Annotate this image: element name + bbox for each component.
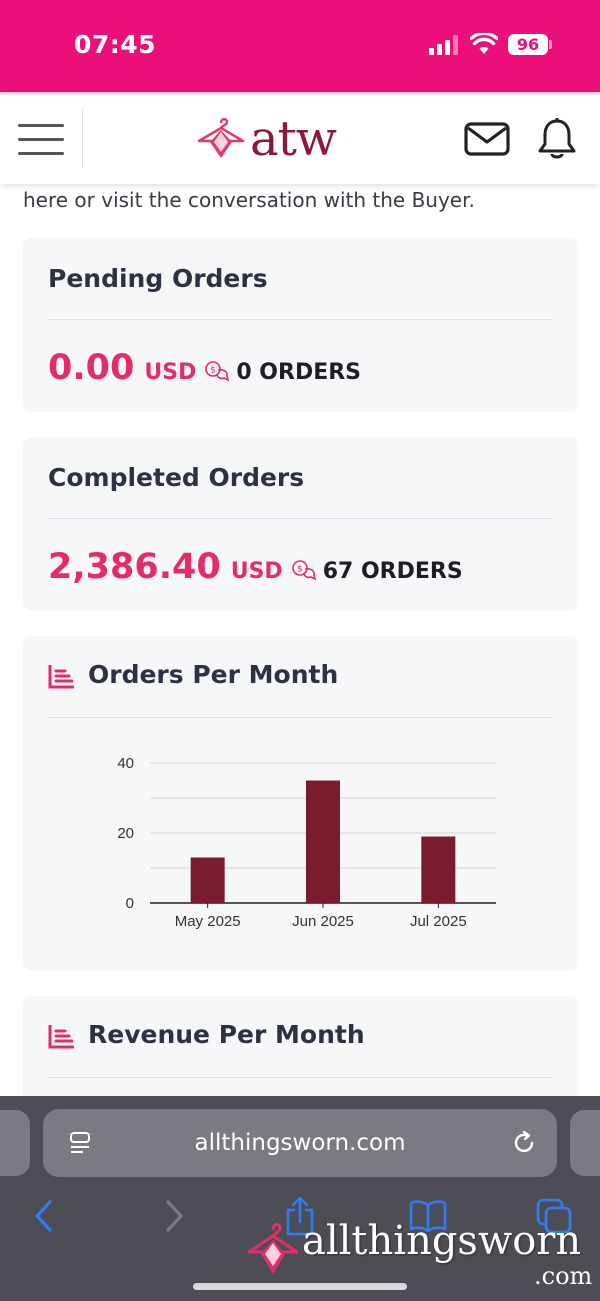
- orders-chart-title: Orders Per Month: [88, 660, 339, 689]
- pending-orders-stat: 0.00 USD $ 0 ORDERS: [48, 348, 361, 388]
- header-divider: [82, 109, 83, 167]
- site-logo[interactable]: atw: [196, 111, 337, 167]
- hanger-watermark-icon: [247, 1223, 299, 1274]
- pending-orders-title: Pending Orders: [48, 264, 268, 293]
- battery-nub: [549, 40, 552, 49]
- card-divider: [48, 518, 552, 519]
- logo-text: atw: [250, 111, 337, 167]
- watermark-text: allthingsworn: [302, 1218, 582, 1264]
- cellular-signal-icon: [429, 35, 461, 55]
- back-icon[interactable]: [32, 1199, 56, 1233]
- pending-currency: USD: [144, 360, 197, 385]
- completed-amount: 2,386.40: [48, 547, 221, 587]
- watermark: allthingsworn: [246, 1218, 581, 1288]
- home-indicator: [193, 1283, 407, 1290]
- menu-icon[interactable]: [18, 122, 64, 158]
- browser-toolbar: allthingsworn.com allthingsworn .com: [0, 1096, 600, 1301]
- bookmarks-icon[interactable]: [408, 1200, 448, 1232]
- chart-bar: [421, 836, 456, 903]
- mail-icon[interactable]: [464, 121, 510, 157]
- pending-orders-card: Pending Orders 0.00 USD $ 0 ORDERS: [23, 238, 578, 412]
- page-menu-icon[interactable]: [69, 1131, 91, 1157]
- revenue-chart-title: Revenue Per Month: [88, 1020, 365, 1049]
- chart-bar: [190, 857, 225, 903]
- y-tick-label: 0: [126, 895, 134, 912]
- completed-orders-stat: 2,386.40 USD $ 67 ORDERS: [48, 547, 463, 587]
- site-header: atw: [0, 92, 600, 184]
- status-time: 07:45: [74, 30, 157, 59]
- chat-money-icon: $: [291, 560, 316, 581]
- svg-text:$: $: [297, 565, 303, 575]
- intro-text: here or visit the conversation with the …: [23, 188, 475, 212]
- chat-money-icon: $: [205, 361, 230, 382]
- page-content: here or visit the conversation with the …: [0, 184, 600, 1096]
- pending-order-count: 0 ORDERS: [236, 360, 362, 385]
- bell-icon[interactable]: [536, 117, 578, 161]
- reload-icon[interactable]: [510, 1129, 538, 1157]
- x-tick-label: Jun 2025: [292, 913, 354, 930]
- wifi-icon: [470, 33, 498, 54]
- watermark-sub: .com: [534, 1262, 593, 1290]
- bar-chart-icon: [48, 665, 74, 689]
- card-divider: [48, 1077, 552, 1078]
- pending-amount: 0.00: [48, 348, 135, 388]
- battery-indicator: 96: [508, 34, 548, 55]
- status-bar: 07:45 96: [0, 0, 600, 92]
- address-bar[interactable]: allthingsworn.com: [43, 1109, 557, 1177]
- previous-tab-preview[interactable]: [0, 1110, 30, 1176]
- card-divider: [48, 717, 552, 718]
- orders-bar-chart: 0 20 40 May 2025 Jun 2025 Jul 2025: [117, 755, 496, 930]
- bar-chart-icon: [48, 1025, 74, 1049]
- completed-orders-title: Completed Orders: [48, 463, 305, 492]
- completed-order-count: 67 ORDERS: [322, 559, 463, 584]
- revenue-per-month-card: Revenue Per Month: [23, 996, 578, 1096]
- share-icon[interactable]: [284, 1196, 316, 1236]
- url-text: allthingsworn.com: [194, 1130, 406, 1156]
- chart-bar: [306, 780, 340, 903]
- orders-per-month-card: Orders Per Month 0 20 40 May 2025 Jun 2025 Ju…: [23, 636, 578, 971]
- card-divider: [48, 319, 552, 320]
- svg-text:$: $: [210, 366, 216, 376]
- x-tick-label: Jul 2025: [410, 913, 467, 930]
- hanger-logo-icon: [197, 117, 245, 158]
- next-tab-preview[interactable]: [570, 1110, 600, 1176]
- y-tick-label: 20: [117, 825, 134, 842]
- tabs-icon[interactable]: [536, 1198, 572, 1234]
- completed-orders-card: Completed Orders 2,386.40 USD $ 67 ORDER…: [23, 437, 578, 611]
- completed-currency: USD: [230, 559, 283, 584]
- forward-icon[interactable]: [162, 1199, 186, 1233]
- x-tick-label: May 2025: [175, 913, 241, 930]
- y-tick-label: 40: [117, 755, 134, 772]
